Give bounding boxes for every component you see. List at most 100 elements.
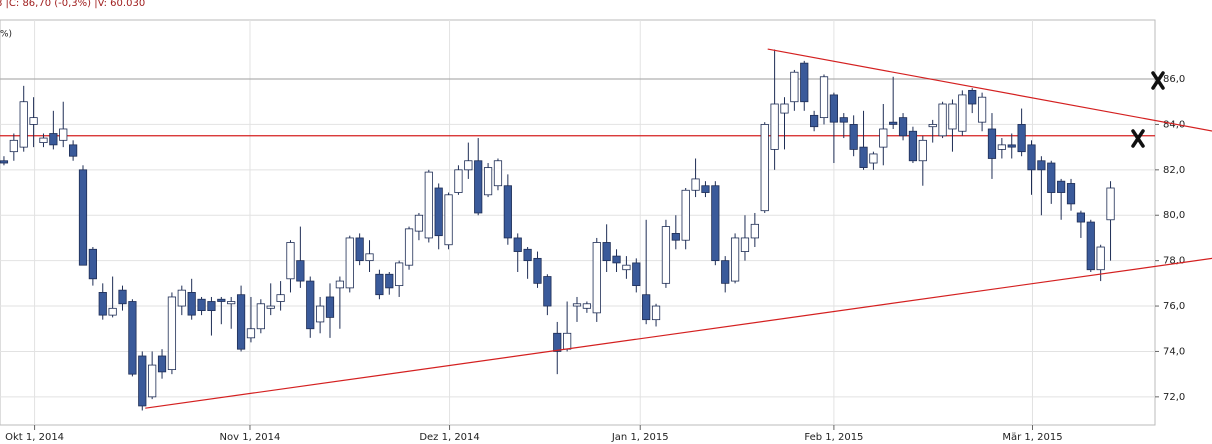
candle-body: [780, 103, 789, 114]
candle-body: [385, 273, 394, 289]
candle-body: [602, 242, 611, 262]
candle-body: [197, 298, 206, 311]
candle-body: [790, 71, 799, 103]
y-tick-label: 72,0: [1163, 392, 1185, 403]
candle-body: [1027, 144, 1036, 171]
candle-body: [908, 130, 918, 162]
candle-body: [365, 253, 374, 262]
candle-body: [582, 303, 591, 309]
candle-body: [750, 223, 759, 239]
candle-body: [227, 301, 236, 305]
x-tick-label: Mär 1, 2015: [1002, 432, 1062, 443]
candle-body: [740, 237, 750, 252]
candle-body: [167, 296, 177, 371]
candle-body: [958, 94, 967, 132]
candle-body: [276, 294, 285, 302]
marks: [0, 49, 1155, 411]
candle-body: [246, 328, 256, 339]
candle-body: [217, 298, 226, 302]
candle-body: [187, 292, 196, 316]
candle-body: [622, 264, 631, 271]
y-tick-label: 76,0: [1163, 301, 1185, 312]
candle-body: [98, 292, 107, 316]
candle-body: [474, 160, 483, 214]
candle-body: [839, 117, 848, 123]
plot-area: [0, 19, 1156, 426]
candle-body: [563, 332, 572, 350]
candle-body: [345, 237, 354, 289]
candle-body: [543, 276, 552, 307]
trend-line: [145, 257, 1212, 409]
candle-body: [148, 364, 157, 398]
candle-body: [59, 128, 68, 141]
candle-body: [572, 303, 582, 307]
candle-body: [523, 248, 532, 262]
candle-body: [1047, 162, 1056, 193]
candle-body: [108, 307, 117, 316]
candle-body: [849, 124, 858, 150]
candle-body: [592, 242, 601, 314]
candle-body: [434, 187, 443, 237]
candle-body: [39, 137, 48, 143]
candle-body: [879, 128, 888, 148]
candle-body: [800, 62, 809, 103]
candle-body: [701, 185, 710, 193]
candle-body: [1086, 221, 1095, 271]
candle-body: [0, 160, 9, 164]
candle-body: [316, 305, 325, 323]
candle-body: [642, 294, 651, 321]
candle-body: [651, 305, 661, 321]
candle-body: [730, 237, 740, 282]
candle-body: [503, 185, 512, 239]
candle-body: [770, 103, 779, 150]
candle-body: [464, 160, 473, 171]
candle-body: [19, 101, 28, 148]
candle-body: [918, 139, 927, 162]
y-tick-label: 82,0: [1163, 165, 1185, 176]
x-tick-label: Jan 1, 2015: [611, 432, 669, 443]
axes: 72,0 74,0 76,0 78,0 80,0 82,0 84,0 86,0 Okt 1, 2…: [5, 74, 1185, 443]
candle-body: [286, 242, 295, 280]
candle-body: [681, 189, 690, 241]
candle-body: [128, 301, 137, 375]
x-marker: [1131, 71, 1165, 148]
candle-body: [968, 89, 977, 105]
candle-body: [69, 144, 78, 157]
candle-body: [997, 144, 1006, 150]
candle-body: [1037, 160, 1046, 171]
trend-line: [767, 48, 1212, 132]
candle-body: [859, 146, 868, 168]
candle-body: [236, 294, 246, 350]
candle-body: [424, 171, 433, 239]
candle-body: [691, 178, 700, 191]
candle-body: [325, 296, 335, 318]
candle-body: [987, 128, 997, 159]
candle-body: [306, 280, 315, 330]
candle-body: [138, 355, 147, 407]
candle-body: [829, 94, 838, 123]
candle-body: [157, 355, 167, 373]
candle-body: [819, 76, 829, 119]
y-tick-label: 78,0: [1163, 256, 1185, 267]
candle-body: [948, 103, 957, 130]
x-tick-label: Okt 1, 2014: [5, 432, 64, 443]
unit-label: %): [0, 30, 12, 40]
candle-body: [266, 305, 275, 309]
candle-body: [1076, 212, 1086, 223]
candle-body: [444, 194, 453, 246]
candle-body: [395, 262, 404, 287]
y-tick-label: 80,0: [1163, 210, 1185, 221]
candle-body: [671, 232, 680, 241]
candle-body: [404, 228, 414, 266]
candle-body: [493, 160, 503, 187]
candle-body: [29, 117, 38, 125]
candle-body: [977, 96, 987, 123]
x-tick-label: Nov 1, 2014: [220, 432, 281, 443]
candle-body: [721, 260, 730, 284]
candle-body: [1007, 144, 1016, 148]
candle-body: [454, 169, 463, 193]
candle-body: [1057, 180, 1066, 193]
candle-body: [869, 153, 878, 164]
candle-body: [928, 124, 937, 128]
